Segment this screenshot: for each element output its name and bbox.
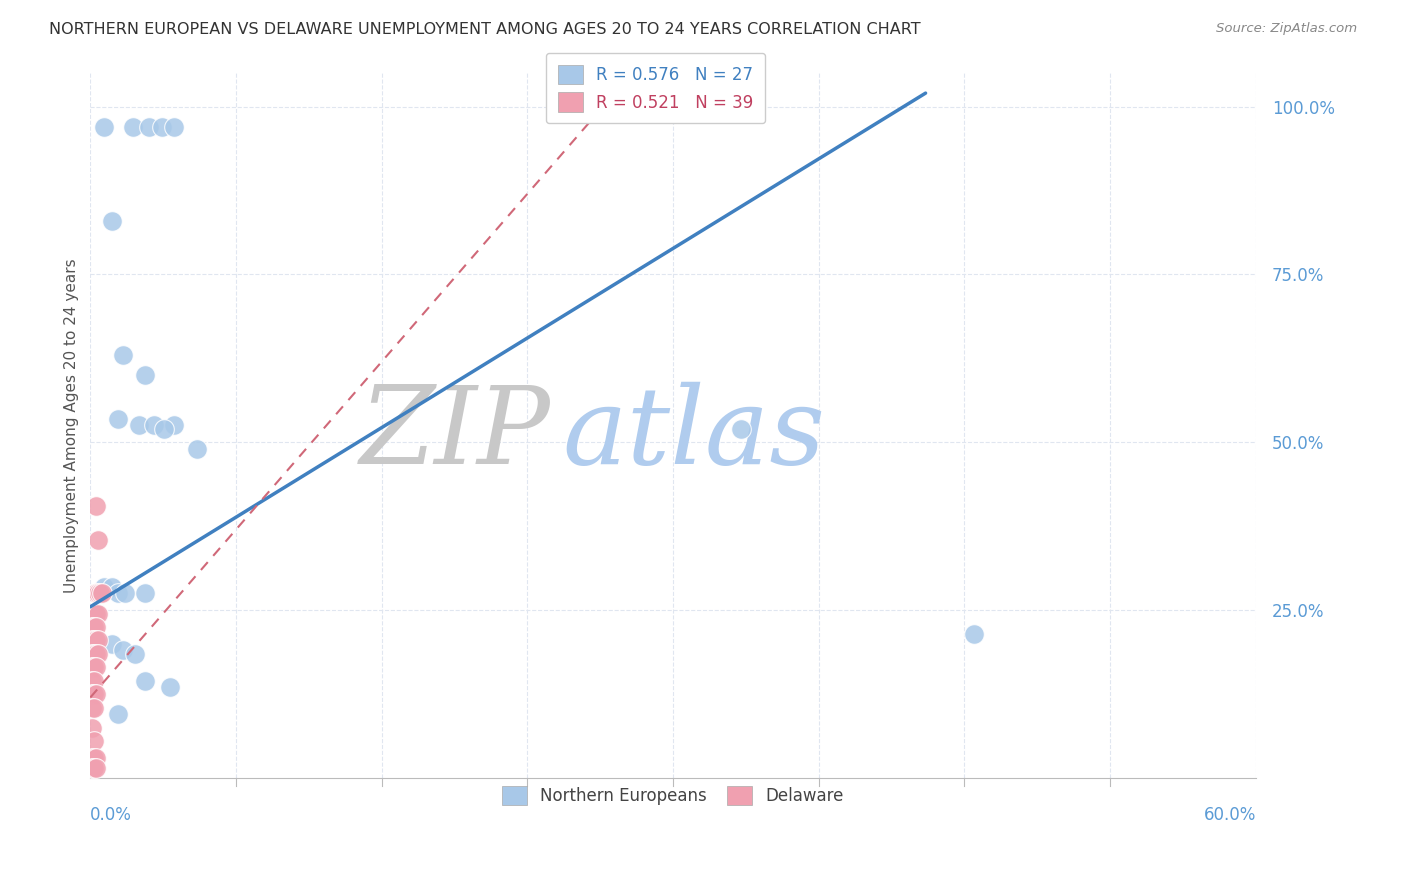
Point bbox=[84, 586, 107, 600]
Point bbox=[100, 213, 122, 227]
Point bbox=[84, 647, 107, 661]
Point bbox=[83, 607, 105, 621]
Point bbox=[163, 120, 186, 134]
Point bbox=[83, 734, 105, 748]
Point bbox=[82, 687, 104, 701]
Point bbox=[112, 643, 135, 657]
Point bbox=[159, 681, 181, 695]
Point bbox=[84, 607, 107, 621]
Point bbox=[83, 647, 105, 661]
Point bbox=[93, 120, 115, 134]
Point bbox=[150, 120, 173, 134]
Point bbox=[82, 751, 104, 765]
Point bbox=[82, 673, 104, 688]
Point bbox=[84, 761, 107, 775]
Text: atlas: atlas bbox=[562, 382, 825, 487]
Point bbox=[134, 673, 156, 688]
Point bbox=[82, 721, 104, 735]
Point bbox=[93, 580, 115, 594]
Text: 60.0%: 60.0% bbox=[1204, 806, 1256, 824]
Point bbox=[143, 418, 166, 433]
Y-axis label: Unemployment Among Ages 20 to 24 years: Unemployment Among Ages 20 to 24 years bbox=[65, 258, 79, 593]
Point bbox=[112, 348, 135, 362]
Point bbox=[134, 586, 156, 600]
Point bbox=[84, 660, 107, 674]
Point bbox=[82, 700, 104, 714]
Text: ZIP: ZIP bbox=[360, 382, 551, 487]
Point bbox=[91, 586, 114, 600]
Legend: Northern Europeans, Delaware: Northern Europeans, Delaware bbox=[492, 776, 853, 815]
Point bbox=[82, 761, 104, 775]
Point bbox=[128, 418, 150, 433]
Point bbox=[84, 499, 107, 513]
Point bbox=[84, 751, 107, 765]
Point bbox=[100, 580, 122, 594]
Point bbox=[153, 422, 176, 436]
Point bbox=[82, 607, 104, 621]
Point bbox=[87, 607, 110, 621]
Text: NORTHERN EUROPEAN VS DELAWARE UNEMPLOYMENT AMONG AGES 20 TO 24 YEARS CORRELATION: NORTHERN EUROPEAN VS DELAWARE UNEMPLOYME… bbox=[49, 22, 921, 37]
Point bbox=[107, 411, 129, 425]
Text: 0.0%: 0.0% bbox=[90, 806, 132, 824]
Point bbox=[83, 751, 105, 765]
Point bbox=[82, 620, 104, 634]
Point bbox=[100, 637, 122, 651]
Point bbox=[83, 700, 105, 714]
Point bbox=[87, 533, 110, 547]
Point bbox=[84, 633, 107, 648]
Point bbox=[107, 586, 129, 600]
Point bbox=[83, 761, 105, 775]
Point bbox=[163, 418, 186, 433]
Point bbox=[107, 707, 129, 722]
Point bbox=[186, 442, 208, 456]
Point bbox=[82, 660, 104, 674]
Point bbox=[730, 422, 752, 436]
Point bbox=[122, 120, 145, 134]
Point bbox=[87, 647, 110, 661]
Point bbox=[82, 647, 104, 661]
Point bbox=[83, 673, 105, 688]
Point bbox=[114, 586, 136, 600]
Point bbox=[84, 687, 107, 701]
Point bbox=[89, 586, 111, 600]
Point bbox=[83, 633, 105, 648]
Point bbox=[138, 120, 160, 134]
Point bbox=[83, 620, 105, 634]
Point bbox=[124, 647, 146, 661]
Point bbox=[83, 687, 105, 701]
Point bbox=[83, 660, 105, 674]
Point bbox=[134, 368, 156, 383]
Point bbox=[87, 633, 110, 648]
Point bbox=[87, 586, 110, 600]
Point bbox=[963, 626, 986, 640]
Point bbox=[82, 633, 104, 648]
Point bbox=[84, 620, 107, 634]
Text: Source: ZipAtlas.com: Source: ZipAtlas.com bbox=[1216, 22, 1357, 36]
